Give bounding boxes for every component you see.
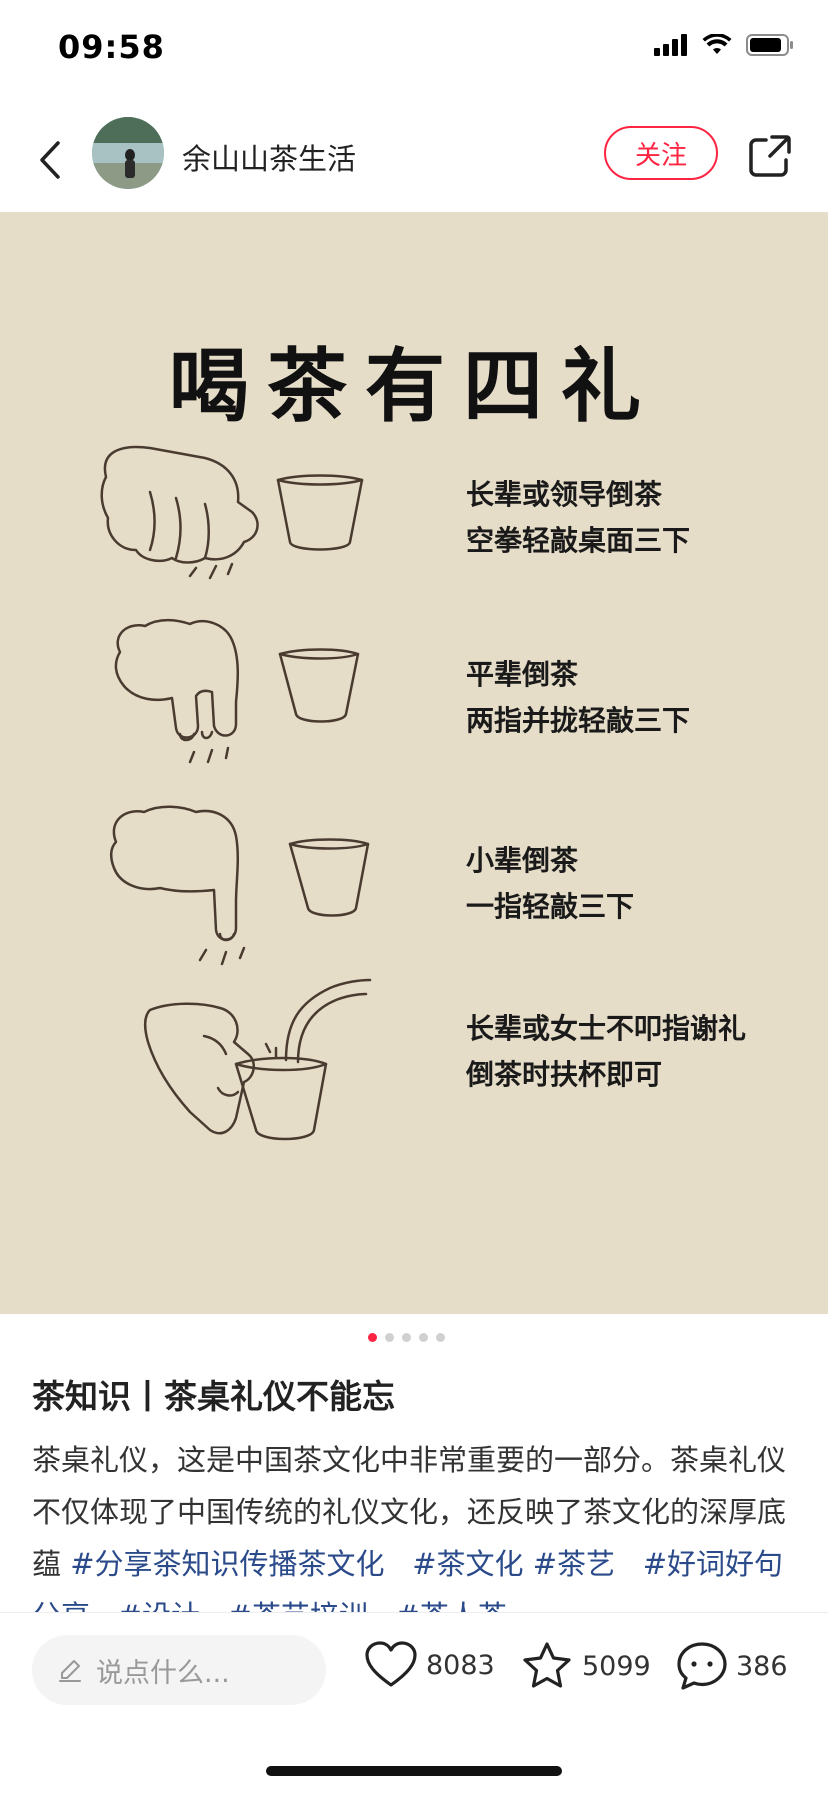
etiquette-row-4-line1: 长辈或女士不叩指谢礼 — [466, 1012, 747, 1045]
carousel-dot[interactable] — [402, 1333, 411, 1342]
etiquette-row-4: 长辈或女士不叩指谢礼 倒茶时扶杯即可 — [466, 1006, 746, 1098]
collect-count: 5099 — [582, 1650, 651, 1682]
avatar-image — [92, 117, 164, 189]
etiquette-row-1-line2: 空拳轻敲桌面三下 — [466, 524, 691, 557]
carousel-dot[interactable] — [419, 1333, 428, 1342]
comment-count: 386 — [736, 1650, 788, 1682]
hashtag[interactable]: #分享茶知识传播茶文化 — [70, 1547, 385, 1581]
tea-cup-icon-2 — [278, 648, 360, 723]
tea-cup-icon-1 — [276, 474, 364, 551]
battery-icon — [746, 34, 793, 56]
teapot-spout-icon — [264, 978, 372, 1064]
status-time: 09:58 — [58, 28, 165, 66]
pencil-icon — [59, 1660, 81, 1682]
hashtag[interactable]: #茶艺培训 — [228, 1599, 368, 1614]
comment-placeholder: 说点什么... — [96, 1657, 230, 1689]
cellular-signal-icon — [654, 34, 687, 56]
carousel-dot[interactable] — [385, 1333, 394, 1342]
note-body-text: 茶桌礼仪，这是中国茶文化中非常重要的一部分。茶桌礼仪不仅体现了中国传统的礼仪文化… — [32, 1443, 787, 1581]
comment-button[interactable]: 386 — [676, 1641, 788, 1691]
note-title: 茶知识丨茶桌礼仪不能忘 — [32, 1377, 395, 1416]
hashtag[interactable]: #茶文化 — [412, 1547, 524, 1581]
etiquette-row-1: 长辈或领导倒茶 空拳轻敲桌面三下 — [466, 472, 690, 564]
chevron-left-icon — [40, 141, 60, 179]
star-icon — [523, 1642, 571, 1688]
status-bar: 09:58 — [0, 0, 828, 100]
author-avatar[interactable] — [92, 117, 164, 189]
carousel-indicator — [368, 1333, 445, 1342]
share-icon — [749, 135, 791, 177]
bottom-action-bar: 说点什么... 8083 5099 386 — [0, 1612, 828, 1793]
etiquette-row-3-line2: 一指轻敲三下 — [466, 890, 635, 923]
share-button[interactable] — [746, 132, 794, 180]
one-finger-knock-icon — [110, 805, 246, 966]
collect-button[interactable]: 5099 — [520, 1641, 651, 1691]
image-title: 喝茶有四礼 — [169, 340, 659, 433]
etiquette-row-1-line1: 长辈或领导倒茶 — [466, 478, 663, 511]
back-button[interactable] — [30, 132, 70, 188]
etiquette-row-3: 小辈倒茶 一指轻敲三下 — [466, 838, 634, 930]
hashtag[interactable]: #设计 — [118, 1599, 200, 1614]
note-body: 茶桌礼仪，这是中国茶文化中非常重要的一部分。茶桌礼仪不仅体现了中国传统的礼仪文化… — [32, 1434, 794, 1614]
etiquette-row-2-line2: 两指并拢轻敲三下 — [466, 704, 691, 737]
note-header: 余山山茶生活 关注 — [0, 110, 828, 210]
home-indicator[interactable] — [266, 1766, 562, 1776]
etiquette-row-3-line1: 小辈倒茶 — [466, 844, 579, 877]
like-count: 8083 — [426, 1649, 495, 1681]
tea-cup-icon-3 — [288, 838, 370, 917]
like-button[interactable]: 8083 — [364, 1641, 495, 1689]
hand-holding-cup-icon — [144, 1002, 256, 1135]
etiquette-row-2: 平辈倒茶 两指并拢轻敲三下 — [466, 652, 690, 744]
carousel-dot-active[interactable] — [368, 1333, 377, 1342]
carousel-dot[interactable] — [436, 1333, 445, 1342]
hashtag[interactable]: #茶人茶 — [396, 1599, 507, 1614]
fist-knock-icon — [100, 445, 259, 580]
comment-input[interactable]: 说点什么... — [32, 1635, 326, 1705]
author-name[interactable]: 余山山茶生活 — [182, 142, 357, 176]
tea-etiquette-illustration — [100, 445, 372, 1141]
two-finger-knock-icon — [114, 618, 239, 764]
note-image-carousel[interactable]: 喝茶有四礼 — [0, 212, 828, 1314]
status-icons — [654, 34, 794, 56]
hashtag[interactable]: #茶艺 — [532, 1547, 616, 1581]
comment-bubble-icon — [677, 1642, 727, 1690]
heart-icon — [365, 1641, 417, 1687]
hashtag[interactable]: #好词好句分享 — [32, 1547, 784, 1614]
follow-button[interactable]: 关注 — [604, 126, 718, 180]
etiquette-row-2-line1: 平辈倒茶 — [466, 658, 579, 691]
tea-cup-icon-4 — [234, 1056, 328, 1141]
wifi-icon — [702, 34, 732, 54]
etiquette-row-4-line2: 倒茶时扶杯即可 — [466, 1058, 663, 1091]
